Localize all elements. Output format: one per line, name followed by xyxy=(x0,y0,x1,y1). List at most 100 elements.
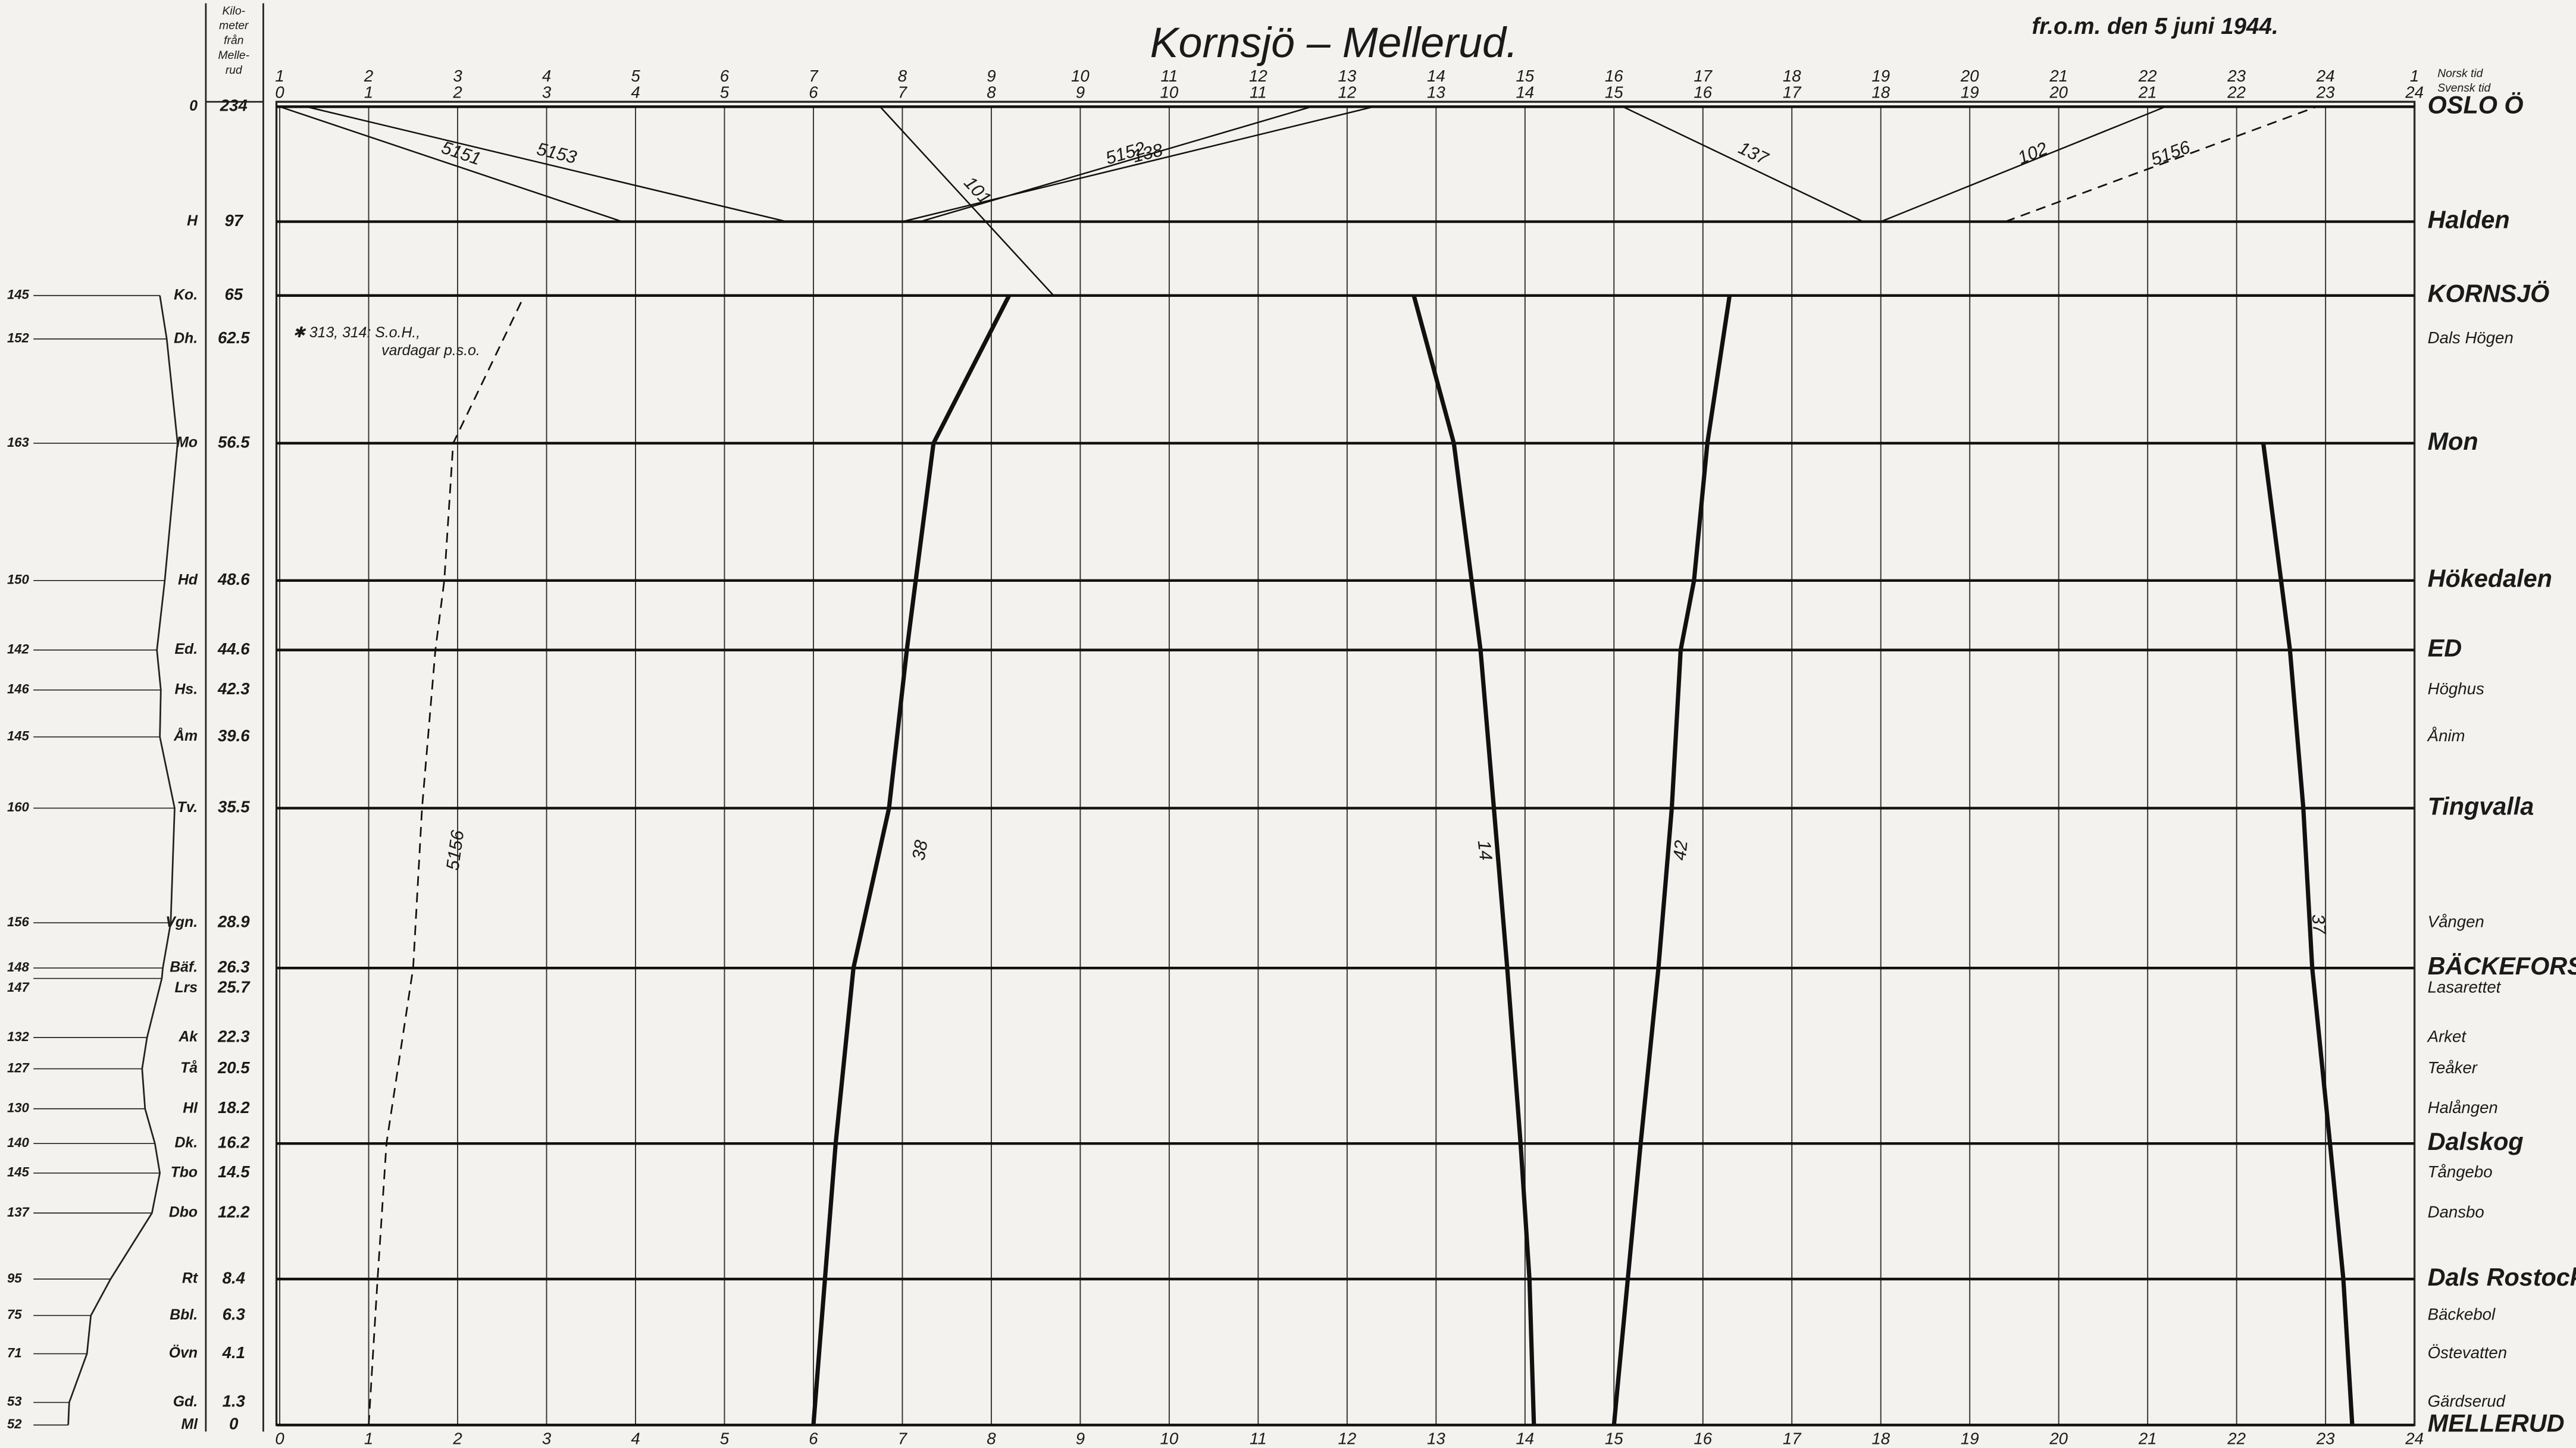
svensk-hour-label: 13 xyxy=(1427,83,1445,102)
elevation-label: 163 xyxy=(7,435,30,450)
station-name: Gärdserud xyxy=(2428,1392,2506,1411)
station-km: 8.4 xyxy=(223,1268,245,1287)
bottom-hour-label: 21 xyxy=(2138,1429,2157,1447)
bottom-hour-label: 19 xyxy=(1961,1429,1979,1447)
station-abbr: Bäf. xyxy=(170,960,198,976)
elevation-label: 95 xyxy=(7,1271,22,1286)
norsk-hour-label: 7 xyxy=(809,67,819,85)
station-abbr: Hs. xyxy=(174,681,198,697)
station-abbr: Rt xyxy=(182,1271,199,1287)
bottom-hour-label: 12 xyxy=(1338,1429,1357,1447)
station-km: 22.3 xyxy=(217,1027,250,1045)
norsk-hour-label: 8 xyxy=(898,67,907,85)
station-name: Tingvalla xyxy=(2428,792,2534,820)
bottom-hour-label: 18 xyxy=(1871,1429,1890,1447)
station-km: 0 xyxy=(229,1415,239,1433)
elevation-label: 140 xyxy=(7,1135,30,1150)
bottom-hour-label: 22 xyxy=(2227,1429,2246,1447)
station-name: MELLERUD xyxy=(2428,1409,2565,1437)
station-name: Hökedalen xyxy=(2428,565,2552,593)
station-name: Vången xyxy=(2428,912,2484,930)
elevation-label: 130 xyxy=(7,1101,30,1115)
station-name: Lasarettet xyxy=(2428,978,2502,996)
bottom-hour-label: 4 xyxy=(631,1429,640,1447)
station-name: Östevatten xyxy=(2428,1343,2507,1362)
bottom-hour-label: 14 xyxy=(1516,1429,1534,1447)
svensk-hour-label: 10 xyxy=(1160,83,1179,102)
svensk-hour-label: 12 xyxy=(1338,83,1357,102)
svensk-hour-label: 6 xyxy=(809,83,818,102)
station-km: 28.9 xyxy=(217,912,250,930)
bottom-hour-label: 2 xyxy=(452,1429,462,1447)
station-km: 65 xyxy=(224,285,243,303)
elevation-label: 142 xyxy=(7,641,30,656)
station-name: Dansbo xyxy=(2428,1202,2484,1221)
bottom-hour-label: 7 xyxy=(898,1429,908,1447)
station-name: OSLO Ö xyxy=(2428,91,2524,118)
svensk-hour-label: 2 xyxy=(452,83,462,102)
station-abbr: Övn xyxy=(169,1345,198,1361)
station-abbr: Hl xyxy=(183,1100,198,1116)
train-path xyxy=(1611,295,1732,1425)
norsk-hour-label: 17 xyxy=(1694,67,1713,85)
note-line: vardagar p.s.o. xyxy=(381,343,480,359)
elevation-label: 53 xyxy=(7,1394,22,1409)
station-km: 62.5 xyxy=(218,328,250,347)
station-km: 234 xyxy=(220,96,248,115)
station-abbr: 0 xyxy=(189,98,198,114)
station-abbr: Bbl. xyxy=(170,1307,198,1323)
svensk-hour-label: 16 xyxy=(1694,83,1712,102)
bottom-hour-label: 24 xyxy=(2405,1429,2424,1447)
title: Kornsjö – Mellerud. xyxy=(1150,19,1518,67)
svensk-hour-label: 18 xyxy=(1871,83,1890,102)
svensk-hour-label: 24 xyxy=(2405,83,2424,102)
valid-from: fr.o.m. den 5 juni 1944. xyxy=(2032,14,2278,39)
norsk-hour-label: 6 xyxy=(720,67,730,85)
elevation-label: 152 xyxy=(7,331,30,346)
station-name: Halången xyxy=(2428,1098,2498,1117)
norsk-hour-label: 4 xyxy=(542,67,551,85)
station-km: 42.3 xyxy=(217,679,250,698)
station-name: ED xyxy=(2428,635,2462,662)
station-km: 56.5 xyxy=(218,432,250,451)
elevation-label: 127 xyxy=(7,1060,30,1075)
elevation-profile xyxy=(67,295,179,1425)
elevation-label: 160 xyxy=(7,800,30,814)
station-abbr: Ed. xyxy=(174,641,198,657)
station-name: Mon xyxy=(2428,428,2478,455)
elevation-label: 146 xyxy=(7,682,30,697)
svensk-hour-label: 21 xyxy=(2138,83,2157,102)
station-km: 4.1 xyxy=(222,1343,245,1362)
elevation-label: 147 xyxy=(7,980,30,995)
station-abbr: Tv. xyxy=(177,800,198,816)
svensk-hour-label: 19 xyxy=(1961,83,1979,102)
bottom-hour-label: 23 xyxy=(2316,1429,2335,1447)
norsk-hour-label: 22 xyxy=(2138,67,2157,85)
bottom-hour-label: 10 xyxy=(1160,1429,1179,1447)
bottom-hour-label: 9 xyxy=(1076,1429,1085,1447)
train-path xyxy=(1411,294,1536,1425)
norsk-hour-label: 12 xyxy=(1249,67,1267,85)
train-path xyxy=(1880,106,2166,222)
norsk-hour-label: 21 xyxy=(2049,67,2068,85)
norsk-hour-label: 3 xyxy=(453,67,462,85)
station-abbr: Åm xyxy=(173,728,198,744)
station-abbr: Ml xyxy=(181,1416,199,1433)
norsk-hour-label: 15 xyxy=(1516,67,1534,85)
station-name: Arket xyxy=(2427,1027,2467,1045)
norsk-hour-label: 11 xyxy=(1161,67,1178,85)
norsk-hour-label: 2 xyxy=(364,67,373,85)
elevation-label: 150 xyxy=(7,572,30,587)
station-abbr: Mo xyxy=(176,435,198,451)
svensk-hour-label: 11 xyxy=(1250,83,1267,102)
station-km: 39.6 xyxy=(218,726,250,745)
station-km: 12.2 xyxy=(218,1202,250,1221)
norsk-label: Norsk tid xyxy=(2437,67,2483,80)
bottom-hour-label: 16 xyxy=(1694,1429,1712,1447)
elevation-label: 148 xyxy=(7,960,30,974)
train-number: 14 xyxy=(1474,839,1495,861)
svensk-hour-label: 20 xyxy=(2049,83,2068,102)
station-name: Halden xyxy=(2428,206,2510,233)
train-number: 42 xyxy=(1670,839,1691,861)
